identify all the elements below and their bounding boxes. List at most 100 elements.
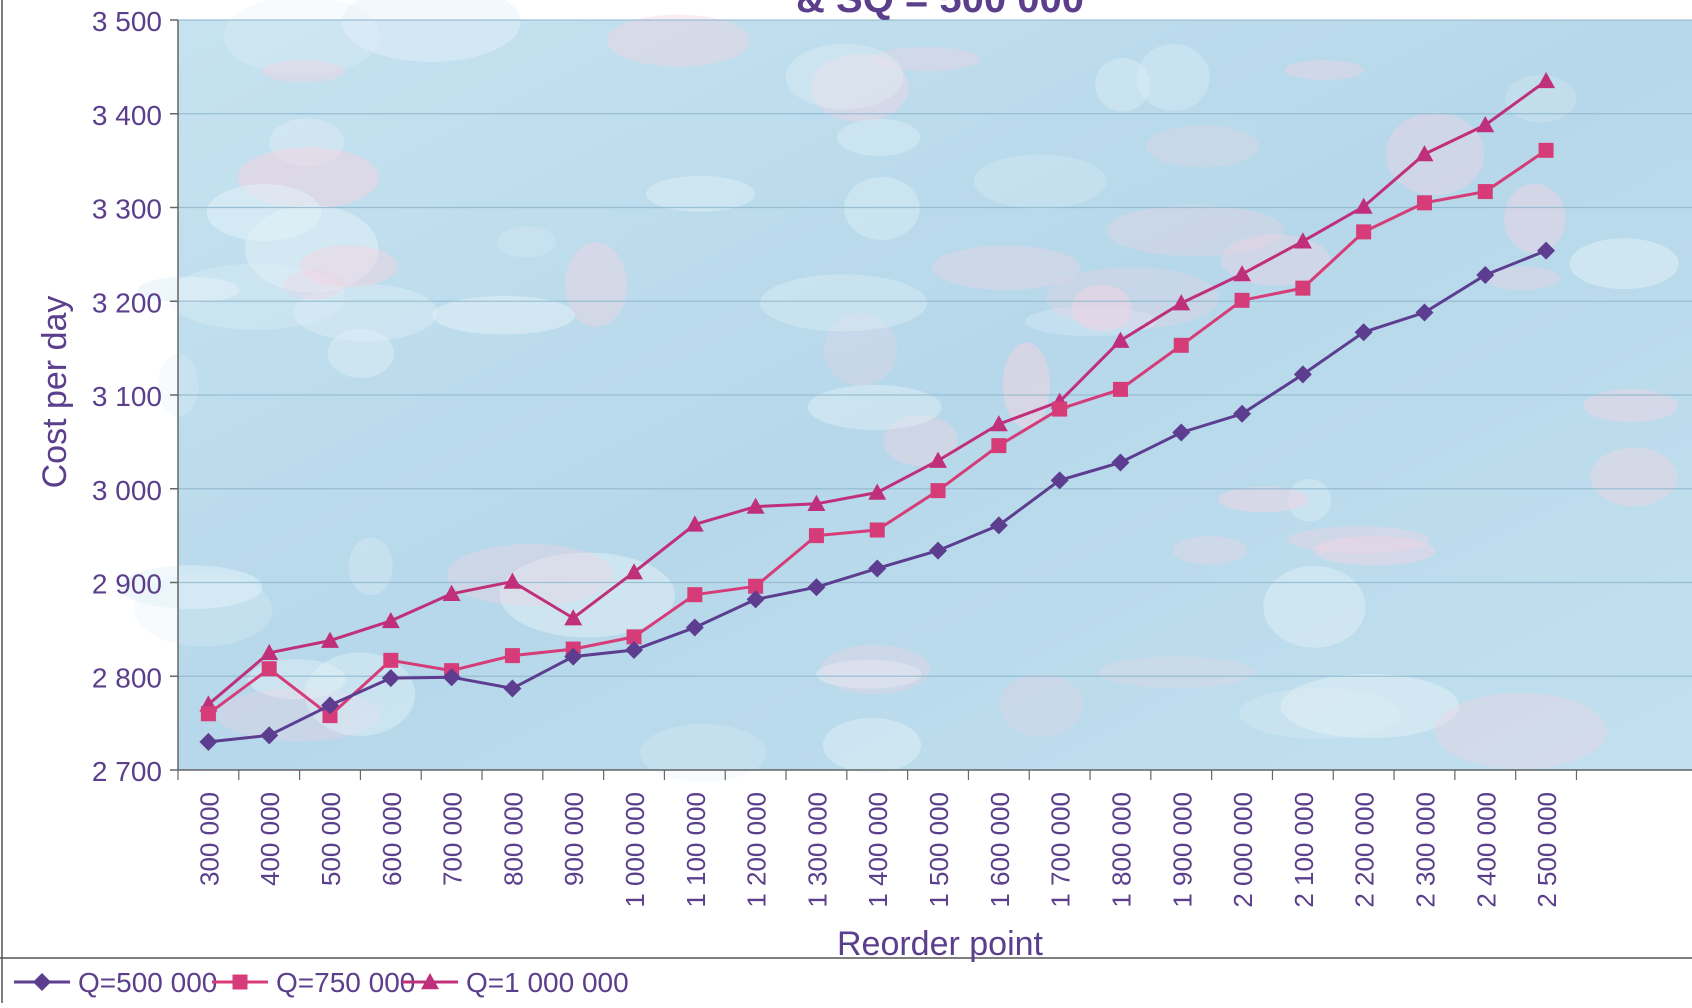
- texture-blob: [844, 177, 920, 240]
- texture-blob: [1385, 112, 1485, 196]
- data-point: [381, 611, 400, 629]
- texture-blob: [1002, 342, 1050, 429]
- x-tick-label: 600 000: [377, 792, 407, 886]
- texture-blob: [1504, 183, 1566, 254]
- y-tick-label: 2 800: [92, 662, 162, 693]
- texture-blob: [973, 154, 1107, 209]
- x-tick-label: 2 300 000: [1410, 792, 1440, 908]
- data-point: [869, 522, 885, 538]
- texture-blob: [1288, 526, 1430, 554]
- data-point: [746, 497, 765, 514]
- x-tick-label: 1 800 000: [1106, 792, 1136, 908]
- texture-blob: [1590, 447, 1678, 507]
- data-point: [1112, 381, 1128, 397]
- texture-blob: [820, 644, 930, 694]
- texture-blob: [883, 415, 958, 467]
- legend-marker-square: [232, 974, 248, 990]
- texture-blob: [1263, 565, 1366, 648]
- texture-blob: [1099, 656, 1256, 689]
- data-point: [322, 708, 338, 724]
- data-point: [1476, 116, 1495, 133]
- texture-blob: [606, 14, 751, 67]
- data-point: [260, 726, 279, 745]
- data-point: [1537, 71, 1556, 89]
- x-tick-label: 300 000: [194, 792, 224, 886]
- texture-blob: [1145, 125, 1260, 168]
- legend-marker-triangle: [421, 973, 439, 990]
- texture-blob: [822, 717, 922, 773]
- x-tick-label: 400 000: [255, 792, 285, 886]
- data-point: [625, 563, 644, 580]
- data-point: [1416, 195, 1432, 211]
- y-tick-label: 3 000: [92, 475, 162, 506]
- data-point: [1477, 184, 1493, 200]
- legend-label: Q=1 000 000: [466, 967, 629, 998]
- data-point: [1234, 292, 1250, 308]
- data-point: [383, 652, 399, 668]
- x-tick-label: 1 900 000: [1167, 792, 1197, 908]
- x-tick-label: 1 000 000: [620, 792, 650, 908]
- texture-blob: [1485, 266, 1560, 291]
- texture-blob: [341, 0, 521, 62]
- data-point: [1052, 401, 1068, 417]
- texture-blob: [1046, 267, 1219, 329]
- data-point: [687, 587, 703, 603]
- data-point: [1233, 265, 1252, 282]
- data-point: [808, 528, 824, 544]
- texture-blob: [816, 659, 922, 689]
- texture-blob: [1238, 688, 1400, 739]
- texture-blob: [785, 43, 904, 110]
- y-tick-label: 3 100: [92, 381, 162, 412]
- data-point: [321, 696, 340, 715]
- texture-blob: [646, 175, 755, 212]
- texture-blob: [1313, 536, 1436, 566]
- data-point: [807, 578, 826, 597]
- x-tick-label: 500 000: [316, 792, 346, 886]
- texture-blob: [760, 274, 927, 332]
- data-point: [929, 541, 948, 560]
- x-tick-label: 1 500 000: [924, 792, 954, 908]
- texture-blob: [1095, 58, 1151, 112]
- texture-blob: [299, 245, 398, 287]
- texture-blob: [1287, 478, 1332, 522]
- texture-blob: [206, 184, 322, 242]
- data-point: [625, 641, 644, 659]
- data-point: [1293, 232, 1312, 249]
- data-point: [1173, 337, 1189, 353]
- x-tick-label: 900 000: [559, 792, 589, 886]
- texture-blob: [348, 537, 393, 596]
- texture-blob: [1136, 43, 1210, 111]
- x-tick-label: 1 600 000: [985, 792, 1015, 908]
- y-tick-label: 3 500: [92, 6, 162, 37]
- series-2: [200, 142, 1554, 724]
- legend-marker-diamond: [33, 973, 51, 991]
- y-tick-label: 2 700: [92, 756, 162, 787]
- texture-blob: [134, 572, 273, 647]
- texture-blob: [1569, 238, 1679, 290]
- texture-blob: [137, 276, 240, 303]
- data-point: [868, 483, 887, 500]
- data-point: [503, 572, 522, 589]
- texture-blob: [119, 565, 263, 609]
- x-tick-label: 1 700 000: [1046, 792, 1076, 908]
- chart-title: & SQ = 500 000: [796, 0, 1084, 21]
- texture-blob: [1172, 536, 1248, 565]
- y-tick-label: 2 900: [92, 569, 162, 600]
- data-point: [1476, 266, 1495, 284]
- texture-blob: [1218, 486, 1309, 513]
- texture-blob: [1434, 692, 1607, 770]
- data-point: [1415, 145, 1434, 162]
- data-point: [989, 415, 1008, 432]
- texture-blob: [1071, 285, 1132, 332]
- texture-blob: [497, 226, 557, 258]
- data-point: [504, 648, 520, 664]
- x-tick-label: 800 000: [498, 792, 528, 886]
- texture-blob: [447, 543, 614, 606]
- texture-blob: [305, 652, 415, 736]
- data-point: [989, 516, 1008, 535]
- data-point: [1050, 471, 1069, 490]
- data-point: [685, 515, 704, 532]
- data-point: [199, 732, 218, 751]
- texture-blob: [999, 673, 1083, 737]
